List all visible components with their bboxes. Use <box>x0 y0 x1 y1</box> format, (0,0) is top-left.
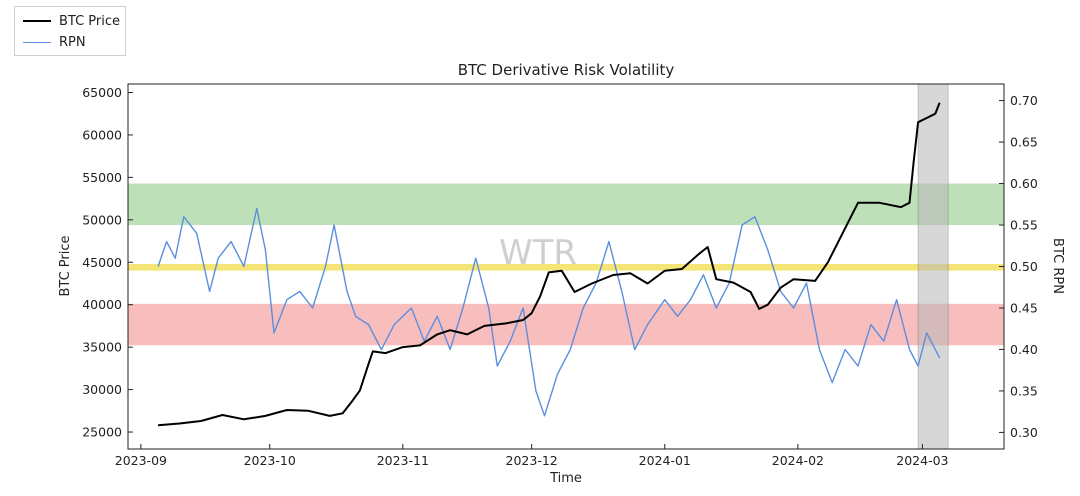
y-axis-right: 0.30 0.35 0.40 0.45 0.50 0.55 0.60 0.65 0.70 <box>999 93 1038 440</box>
y-left-tick-label: 65000 <box>82 85 122 100</box>
legend: BTC Price RPN <box>14 6 126 56</box>
y-left-tick-label: 45000 <box>82 255 122 270</box>
x-axis: 2023-09 2023-10 2023-11 2023-12 2024-01 2024-… <box>115 444 949 468</box>
y-left-tick-label: 25000 <box>82 425 122 440</box>
y-left-tick-label: 50000 <box>82 212 122 227</box>
legend-label: BTC Price <box>59 13 121 29</box>
series-line-rpn <box>157 207 941 417</box>
y-left-tick-label: 30000 <box>82 382 122 397</box>
x-tick-label: 2023-11 <box>377 453 429 468</box>
x-axis-label: Time <box>549 471 582 486</box>
legend-item-btc-price: BTC Price <box>23 12 120 30</box>
y-right-tick-label: 0.45 <box>1010 300 1038 315</box>
legend-label: RPN <box>59 34 86 50</box>
legend-item-rpn: RPN <box>23 33 86 51</box>
y-left-tick-label: 40000 <box>82 297 122 312</box>
y-right-tick-label: 0.65 <box>1010 135 1038 150</box>
y-right-tick-label: 0.40 <box>1010 342 1038 357</box>
watermark: WTR <box>499 233 577 273</box>
legend-swatch <box>23 41 51 43</box>
y-left-tick-label: 55000 <box>82 170 122 185</box>
y-right-tick-label: 0.70 <box>1010 93 1038 108</box>
x-tick-label: 2024-03 <box>896 453 948 468</box>
y-right-tick-label: 0.60 <box>1010 176 1038 191</box>
rpn-band-1 <box>128 264 1004 271</box>
chart-title: BTC Derivative Risk Volatility <box>458 61 675 79</box>
y-axis-left: 25000 30000 35000 40000 45000 50000 55000 60000… <box>82 85 133 440</box>
y-right-tick-label: 0.35 <box>1010 383 1038 398</box>
highlight-rect <box>917 83 949 450</box>
highlight-region <box>917 83 949 450</box>
legend-swatch <box>23 20 51 22</box>
y-right-tick-label: 0.55 <box>1010 218 1038 233</box>
x-tick-label: 2024-01 <box>639 453 691 468</box>
y-axis-left-label: BTC Price <box>58 235 73 296</box>
x-tick-label: 2024-02 <box>772 453 824 468</box>
x-tick-label: 2023-10 <box>244 453 296 468</box>
y-axis-right-label: BTC RPN <box>1050 238 1065 294</box>
series-lines <box>157 102 941 427</box>
x-tick-label: 2023-12 <box>506 453 558 468</box>
y-left-tick-label: 35000 <box>82 340 122 355</box>
y-right-tick-label: 0.30 <box>1010 425 1038 440</box>
y-left-tick-label: 60000 <box>82 127 122 142</box>
y-right-tick-label: 0.50 <box>1010 259 1038 274</box>
x-tick-label: 2023-09 <box>115 453 167 468</box>
series-line-btc-price <box>158 102 941 427</box>
rpn-band-2 <box>128 303 1004 346</box>
